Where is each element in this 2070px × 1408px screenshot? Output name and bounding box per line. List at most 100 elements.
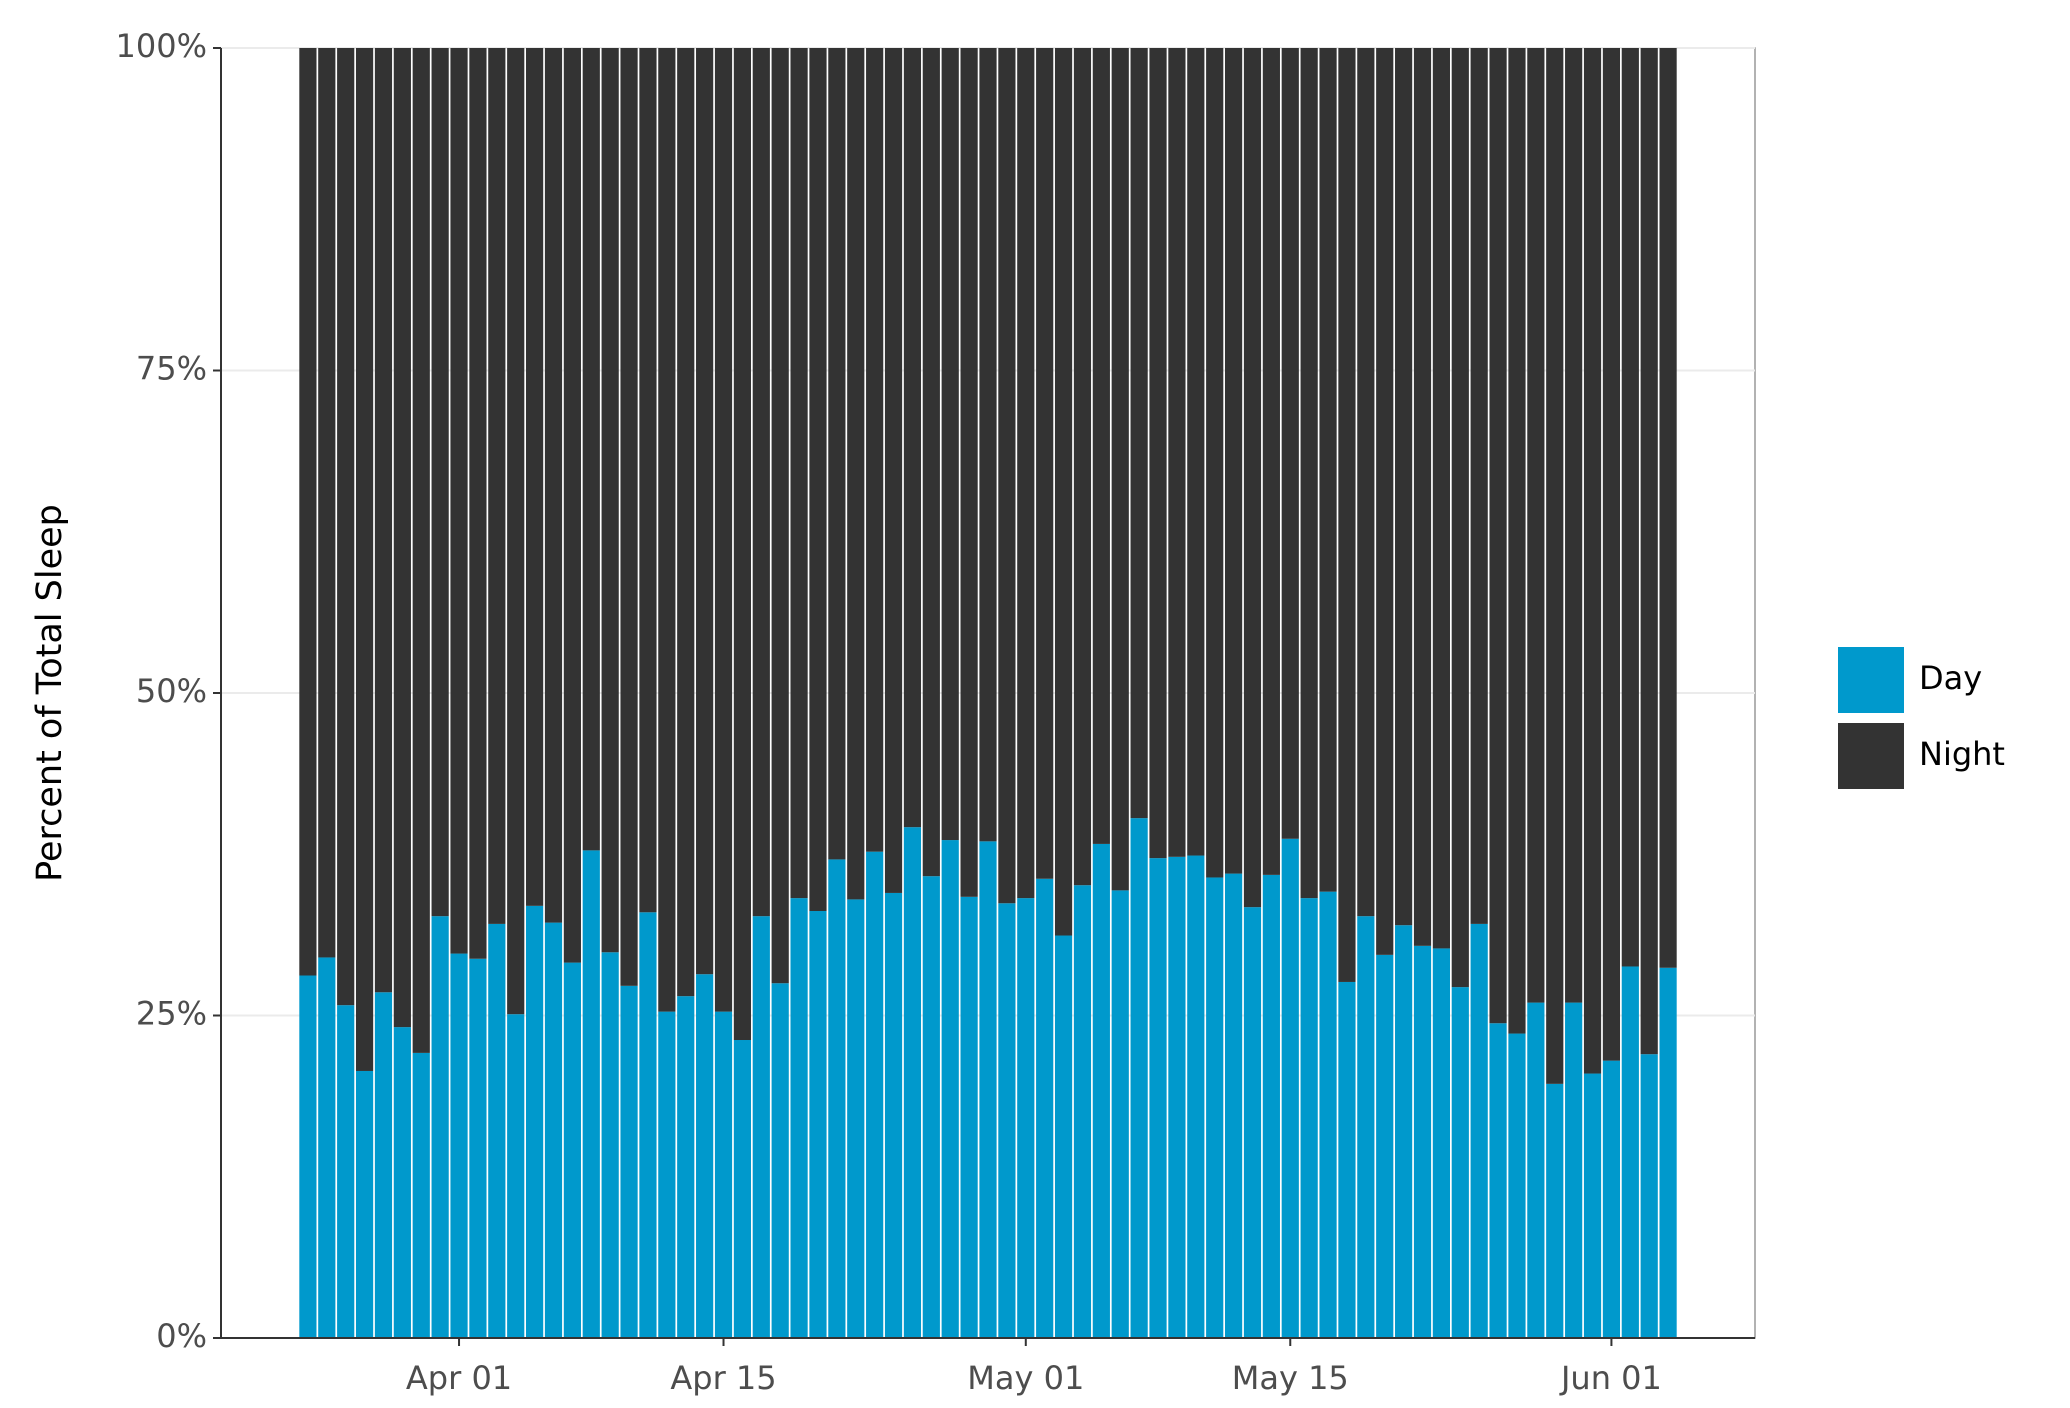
bar bbox=[507, 1014, 525, 1338]
bar bbox=[507, 48, 525, 1015]
bar bbox=[393, 48, 411, 1028]
bar bbox=[866, 48, 884, 852]
bar bbox=[1602, 48, 1621, 1061]
bar bbox=[639, 912, 657, 1338]
bar bbox=[677, 48, 695, 997]
bar bbox=[1054, 935, 1073, 1338]
bar bbox=[1508, 48, 1526, 1034]
legend-label: Night bbox=[1919, 735, 2005, 773]
bar bbox=[1451, 987, 1469, 1338]
bar bbox=[1395, 925, 1413, 1338]
bar bbox=[1224, 48, 1243, 874]
bar bbox=[998, 48, 1016, 904]
x-tick-label: May 01 bbox=[967, 1359, 1084, 1397]
bar bbox=[866, 851, 884, 1338]
bar bbox=[1092, 843, 1110, 1338]
bar bbox=[1281, 48, 1299, 839]
bar bbox=[450, 953, 468, 1338]
bar bbox=[884, 48, 903, 893]
bar bbox=[563, 962, 581, 1338]
y-tick-label: 100% bbox=[116, 27, 207, 65]
y-tick-label: 75% bbox=[136, 350, 207, 388]
bar bbox=[1527, 1002, 1545, 1338]
x-tick-label: Apr 01 bbox=[406, 1359, 512, 1397]
x-tick-label: Jun 01 bbox=[1559, 1359, 1662, 1397]
bar bbox=[1376, 954, 1394, 1338]
bar bbox=[639, 48, 657, 913]
y-tick-label: 0% bbox=[156, 1317, 207, 1355]
bar bbox=[714, 1011, 733, 1338]
bar bbox=[374, 48, 393, 993]
bar bbox=[1338, 981, 1356, 1338]
bar bbox=[1395, 48, 1413, 926]
bar bbox=[1054, 48, 1073, 936]
bar bbox=[1546, 48, 1564, 1084]
bar bbox=[903, 48, 922, 828]
bar bbox=[1640, 48, 1658, 1055]
bar bbox=[809, 48, 827, 912]
bar bbox=[1621, 966, 1639, 1338]
legend-swatch bbox=[1838, 723, 1904, 789]
bar bbox=[1243, 48, 1262, 908]
x-tick-label: May 15 bbox=[1232, 1359, 1349, 1397]
bar bbox=[1300, 898, 1318, 1338]
bar bbox=[1168, 856, 1186, 1338]
bar bbox=[752, 48, 770, 917]
bar bbox=[318, 48, 336, 958]
bar bbox=[1432, 948, 1450, 1338]
bar bbox=[1319, 48, 1337, 892]
bar bbox=[714, 48, 733, 1012]
bar bbox=[922, 48, 940, 877]
bar bbox=[903, 827, 922, 1338]
bar bbox=[1602, 1060, 1621, 1338]
bar bbox=[1130, 818, 1148, 1338]
bar bbox=[1621, 48, 1639, 967]
bar bbox=[1527, 48, 1545, 1003]
bar bbox=[620, 48, 638, 986]
bar bbox=[1262, 48, 1280, 875]
y-tick-label: 25% bbox=[136, 995, 207, 1033]
bar bbox=[771, 48, 789, 984]
bar bbox=[1583, 1073, 1602, 1338]
bar bbox=[299, 48, 317, 976]
bar bbox=[1149, 48, 1167, 859]
bar bbox=[1451, 48, 1469, 988]
bar bbox=[1432, 48, 1450, 949]
bar bbox=[1565, 1002, 1583, 1338]
bar bbox=[1470, 48, 1488, 924]
bar bbox=[1300, 48, 1318, 899]
bar bbox=[1168, 48, 1186, 857]
bar bbox=[884, 892, 903, 1338]
bar bbox=[1470, 923, 1488, 1338]
bar bbox=[488, 48, 506, 924]
bar bbox=[809, 911, 827, 1338]
bar bbox=[790, 48, 808, 899]
bar bbox=[355, 48, 374, 1071]
bar bbox=[771, 983, 789, 1338]
bar bbox=[488, 923, 506, 1338]
bar bbox=[847, 899, 865, 1338]
bar bbox=[960, 896, 978, 1338]
bar bbox=[658, 1011, 676, 1338]
bar bbox=[544, 922, 563, 1338]
bar bbox=[1017, 48, 1035, 899]
bar bbox=[658, 48, 676, 1012]
bar bbox=[696, 48, 714, 975]
bar bbox=[1659, 967, 1677, 1338]
bar bbox=[563, 48, 581, 963]
bar bbox=[601, 48, 619, 953]
bar bbox=[1073, 885, 1092, 1338]
bar bbox=[337, 1005, 355, 1338]
bar bbox=[1036, 878, 1054, 1338]
bar bbox=[828, 48, 846, 860]
bar bbox=[544, 48, 563, 923]
bar bbox=[790, 898, 808, 1338]
bar bbox=[1583, 48, 1602, 1074]
bar bbox=[1036, 48, 1054, 879]
bar bbox=[412, 48, 430, 1053]
legend-swatch bbox=[1838, 647, 1904, 713]
bar bbox=[337, 48, 355, 1006]
bar bbox=[979, 841, 997, 1338]
bar bbox=[355, 1070, 374, 1338]
bar bbox=[582, 850, 600, 1338]
